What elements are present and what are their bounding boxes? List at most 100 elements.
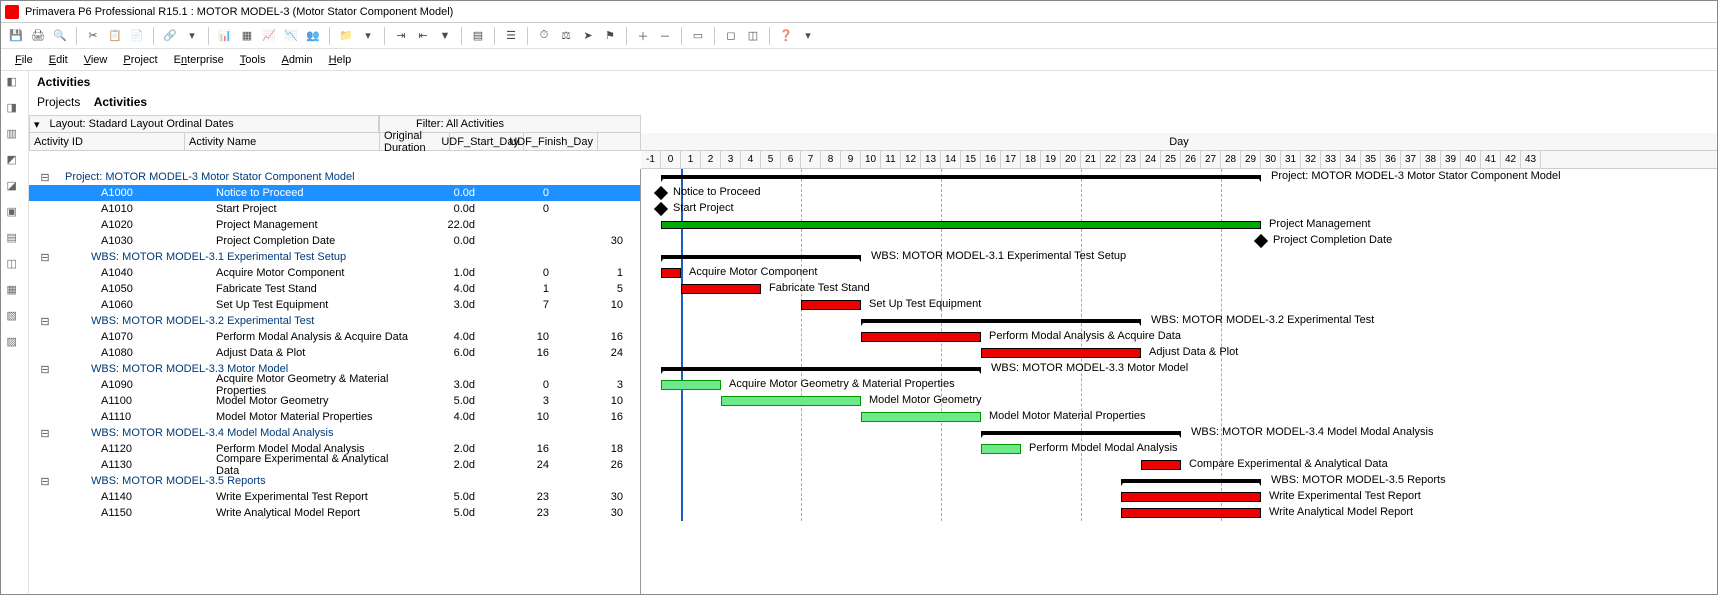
gantt-bar[interactable]	[1121, 492, 1261, 502]
menu-project[interactable]: Project	[117, 52, 163, 68]
indent-icon[interactable]: ⇥	[392, 27, 410, 45]
milestone[interactable]	[1254, 234, 1268, 248]
copy-icon[interactable]: 📋	[106, 27, 124, 45]
zoom-in-icon[interactable]: ＋	[634, 27, 652, 45]
schedule-icon[interactable]: ⏱	[535, 27, 553, 45]
gantt-bar[interactable]	[861, 332, 981, 342]
gantt-bar[interactable]	[681, 284, 761, 294]
rail-icon[interactable]: ◨	[7, 101, 23, 117]
menu-edit[interactable]: Edit	[43, 52, 74, 68]
folder-icon[interactable]: 📁	[337, 27, 355, 45]
menu-view[interactable]: View	[78, 52, 114, 68]
day-header: 11	[881, 151, 901, 169]
rail-icon[interactable]: ▧	[7, 309, 23, 325]
rail-icon[interactable]: ▤	[7, 231, 23, 247]
rail-icon[interactable]: ▣	[7, 205, 23, 221]
resource-icon[interactable]: 👥	[304, 27, 322, 45]
table-row[interactable]: A1090Acquire Motor Geometry & Material P…	[29, 377, 640, 393]
window-icon[interactable]: ◻	[722, 27, 740, 45]
grid-body: ⊟Project: MOTOR MODEL-3 Motor Stator Com…	[29, 169, 1717, 594]
gantt-bar[interactable]	[1121, 508, 1261, 518]
day-header: 26	[1181, 151, 1201, 169]
gantt-bar[interactable]	[981, 444, 1021, 454]
save-icon[interactable]: 💾	[7, 27, 25, 45]
table-row[interactable]: A1040Acquire Motor Component1.0d01	[29, 265, 640, 281]
table-row[interactable]: A1020Project Management22.0d	[29, 217, 640, 233]
table-row[interactable]: A1000Notice to Proceed0.0d0	[29, 185, 640, 201]
col-udf-finish[interactable]: UDF_Finish_Day	[524, 133, 598, 150]
page-icon[interactable]: ▭	[689, 27, 707, 45]
menu-enterprise[interactable]: Enterprise	[168, 52, 230, 68]
menu-admin[interactable]: Admin	[275, 52, 318, 68]
gantt-bar[interactable]	[661, 268, 681, 278]
table-row[interactable]: A1050Fabricate Test Stand4.0d15	[29, 281, 640, 297]
day-header: 43	[1521, 151, 1541, 169]
rail-icon[interactable]: ▦	[7, 283, 23, 299]
histogram-icon[interactable]: 📉	[282, 27, 300, 45]
gantt-row: Set Up Test Equipment	[641, 297, 1717, 313]
outdent-icon[interactable]: ⇤	[414, 27, 432, 45]
table-row[interactable]: A1070Perform Modal Analysis & Acquire Da…	[29, 329, 640, 345]
menu-bar: File Edit View Project Enterprise Tools …	[1, 49, 1717, 71]
gantt-row: Perform Model Modal Analysis	[641, 441, 1717, 457]
chevron-down-icon[interactable]: ▾	[799, 27, 817, 45]
level-icon[interactable]: ⚖	[557, 27, 575, 45]
gantt-bar[interactable]	[1141, 460, 1181, 470]
help-icon[interactable]: ❓	[777, 27, 795, 45]
table-row[interactable]: A1130Compare Experimental & Analytical D…	[29, 457, 640, 473]
milestone[interactable]	[654, 186, 668, 200]
bc-activities[interactable]: Activities	[94, 95, 147, 109]
gantt-bar[interactable]	[861, 412, 981, 422]
table-row[interactable]: A1010Start Project0.0d0	[29, 201, 640, 217]
rail-icon[interactable]: ◧	[7, 75, 23, 91]
gantt-icon[interactable]: 📈	[260, 27, 278, 45]
table-row[interactable]: A1030Project Completion Date0.0d30	[29, 233, 640, 249]
chevron-down-icon[interactable]: ▾	[359, 27, 377, 45]
gantt-bar[interactable]	[721, 396, 861, 406]
tile-icon[interactable]: ◫	[744, 27, 762, 45]
table-row[interactable]: A1080Adjust Data & Plot6.0d1624	[29, 345, 640, 361]
rail-icon[interactable]: ◩	[7, 153, 23, 169]
bc-projects[interactable]: Projects	[37, 95, 80, 109]
day-header: 20	[1061, 151, 1081, 169]
preview-icon[interactable]: 🔍	[51, 27, 69, 45]
menu-tools[interactable]: Tools	[234, 52, 272, 68]
rail-icon[interactable]: ▥	[7, 127, 23, 143]
table-row[interactable]: ⊟WBS: MOTOR MODEL-3.1 Experimental Test …	[29, 249, 640, 265]
col-activity-id[interactable]: Activity ID	[30, 133, 185, 150]
table-row[interactable]: ⊟Project: MOTOR MODEL-3 Motor Stator Com…	[29, 169, 640, 185]
gantt-bar[interactable]	[981, 348, 1141, 358]
chart-icon[interactable]: 📊	[216, 27, 234, 45]
zoom-out-icon[interactable]: －	[656, 27, 674, 45]
menu-file[interactable]: File	[9, 52, 39, 68]
table-row[interactable]: A1060Set Up Test Equipment3.0d710	[29, 297, 640, 313]
table-row[interactable]: ⊟WBS: MOTOR MODEL-3.2 Experimental Test	[29, 313, 640, 329]
progress-icon[interactable]: ➤	[579, 27, 597, 45]
table-row[interactable]: A1110Model Motor Material Properties4.0d…	[29, 409, 640, 425]
rail-icon[interactable]: ▨	[7, 335, 23, 351]
rail-icon[interactable]: ◪	[7, 179, 23, 195]
chevron-down-icon[interactable]: ▾	[183, 27, 201, 45]
table-icon[interactable]: ▦	[238, 27, 256, 45]
gantt-bar[interactable]	[661, 221, 1261, 229]
filter-icon[interactable]: ▼	[436, 27, 454, 45]
table-row[interactable]: A1140Write Experimental Test Report5.0d2…	[29, 489, 640, 505]
milestone[interactable]	[654, 202, 668, 216]
col-duration[interactable]: Original Duration	[380, 133, 450, 150]
table-row[interactable]: A1150Write Analytical Model Report5.0d23…	[29, 505, 640, 521]
link-icon[interactable]: 🔗	[161, 27, 179, 45]
baseline-icon[interactable]: ⚑	[601, 27, 619, 45]
table-row[interactable]: ⊟WBS: MOTOR MODEL-3.4 Model Modal Analys…	[29, 425, 640, 441]
menu-help[interactable]: Help	[323, 52, 358, 68]
paste-icon[interactable]: 📄	[128, 27, 146, 45]
rail-icon[interactable]: ◫	[7, 257, 23, 273]
table-row[interactable]: A1100Model Motor Geometry5.0d310	[29, 393, 640, 409]
cut-icon[interactable]: ✂	[84, 27, 102, 45]
layout-label[interactable]: ▾ Layout: Stadard Layout Ordinal Dates	[29, 115, 379, 133]
group-icon[interactable]: ☰	[502, 27, 520, 45]
columns-icon[interactable]: ▤	[469, 27, 487, 45]
gantt-bar[interactable]	[661, 380, 721, 390]
col-activity-name[interactable]: Activity Name	[185, 133, 380, 150]
gantt-bar[interactable]	[801, 300, 861, 310]
print-icon[interactable]: 🖨	[29, 27, 47, 45]
